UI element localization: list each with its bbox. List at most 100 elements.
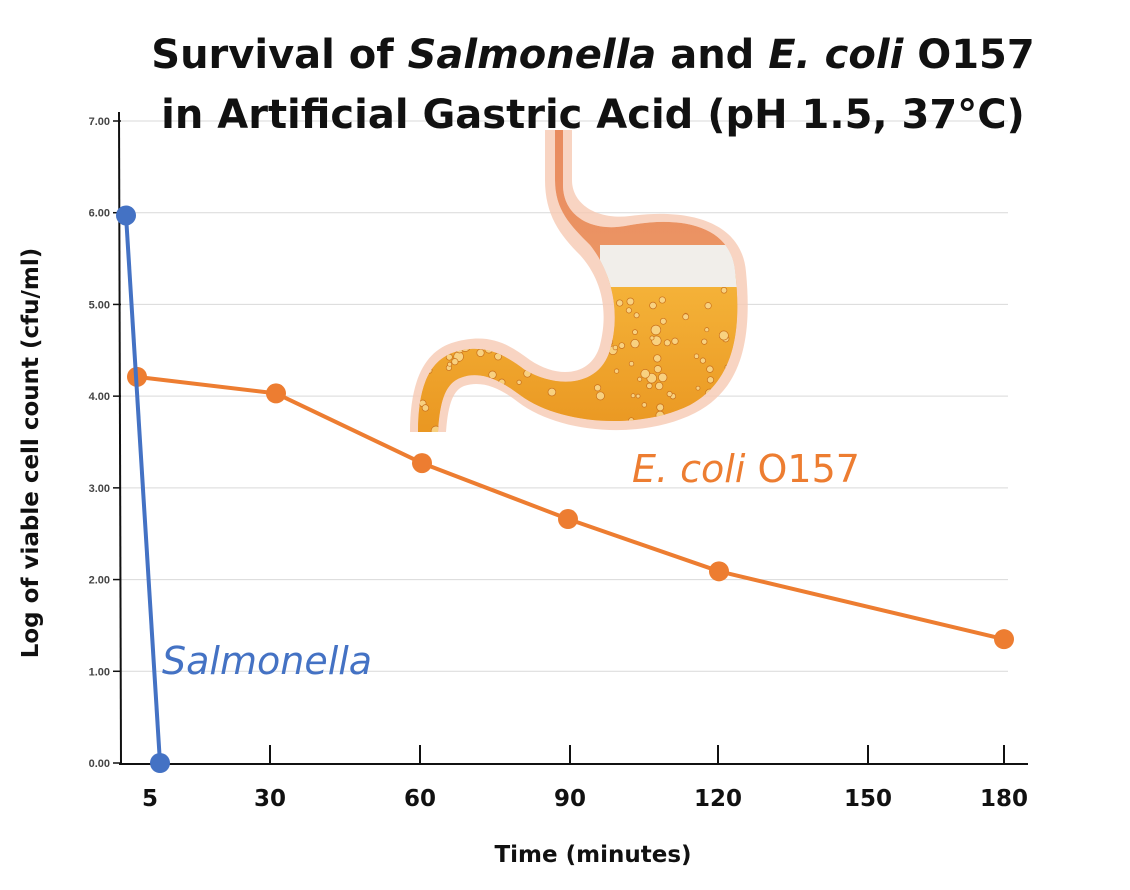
acid-bubble xyxy=(548,360,558,370)
acid-bubble xyxy=(444,332,452,340)
acid-bubble xyxy=(561,301,567,306)
acid-bubble xyxy=(572,296,580,304)
title-part-0: Survival of xyxy=(151,32,407,78)
acid-bubble xyxy=(434,324,443,333)
foam-layer xyxy=(600,245,738,287)
acid-bubble xyxy=(564,309,572,318)
acid-bubble xyxy=(586,334,592,340)
acid-bubble xyxy=(595,391,605,401)
acid-bubble xyxy=(566,352,574,360)
y-tick-label: 4.00 xyxy=(89,391,110,403)
data-point-e-coli-o157 xyxy=(412,453,432,474)
acid-bubble xyxy=(494,312,501,318)
acid-bubble xyxy=(630,339,640,349)
y-tick-label: 3.00 xyxy=(89,483,110,495)
acid-bubble xyxy=(513,290,522,299)
acid-bubble xyxy=(565,304,575,314)
acid-bubble xyxy=(424,335,432,342)
y-tick-label: 7.00 xyxy=(89,116,110,128)
acid-bubble xyxy=(453,336,459,342)
acid-bubble xyxy=(700,428,708,432)
acid-bubble xyxy=(649,335,655,341)
acid-bubble xyxy=(492,398,499,405)
acid-bubble xyxy=(454,420,463,430)
acid-bubble xyxy=(706,365,714,373)
acid-bubble xyxy=(495,304,502,312)
acid-bubble xyxy=(540,313,549,322)
acid-bubble xyxy=(573,320,582,329)
acid-bubble xyxy=(726,420,733,428)
acid-bubble xyxy=(546,328,557,338)
acid-bubble xyxy=(526,431,536,432)
acid-bubble xyxy=(655,381,664,391)
y-tick-label: 5.00 xyxy=(89,299,110,311)
acid-bubble xyxy=(630,393,636,399)
acid-bubble xyxy=(658,296,666,304)
acid-bubble xyxy=(458,287,468,297)
acid-bubble xyxy=(515,408,527,420)
series-line-e-coli-o157 xyxy=(136,374,1005,642)
acid-bubble xyxy=(632,329,638,335)
acid-bubble xyxy=(525,320,535,330)
acid-bubble xyxy=(494,331,506,342)
title-part-3: E. coli xyxy=(768,32,904,78)
acid-bubble xyxy=(488,329,499,340)
acid-bubble xyxy=(564,323,574,333)
acid-bubble xyxy=(667,423,676,432)
data-point-salmonella xyxy=(150,753,170,773)
y-tick-label: 2.00 xyxy=(89,575,110,587)
acid-bubble xyxy=(549,420,558,429)
y-tick-label: 6.00 xyxy=(89,208,110,220)
acid-bubble xyxy=(704,302,712,310)
y-tick-labels: 0.00 1.00 2.00 3.00 4.00 5.00 6.00 7.00 xyxy=(89,116,121,770)
acid-bubble xyxy=(555,298,567,309)
x-tick-label: 180 xyxy=(980,786,1028,812)
acid-bubble xyxy=(699,357,706,364)
acid-bubble xyxy=(494,294,502,302)
acid-bubble xyxy=(556,342,565,351)
data-point-e-coli-o157 xyxy=(266,383,286,404)
acid-bubble xyxy=(447,361,453,367)
acid-bubble xyxy=(476,348,485,357)
x-tick-label: 150 xyxy=(844,786,892,812)
y-tick-label: 0.00 xyxy=(89,758,110,770)
acid-bubble xyxy=(723,404,735,415)
acid-bubble xyxy=(731,380,738,391)
acid-bubble xyxy=(575,349,582,356)
acid-bubble xyxy=(650,324,662,336)
x-ticks: 5 30 60 90 120 150 180 xyxy=(142,745,1028,812)
acid-bubble xyxy=(618,342,626,349)
acid-bubble xyxy=(491,397,498,405)
acid-bubble xyxy=(561,430,572,432)
acid-bubble xyxy=(640,369,650,379)
acid-bubble xyxy=(641,402,647,408)
series-label-salmonella: Salmonella xyxy=(162,639,372,683)
x-tick-label: 30 xyxy=(254,786,286,812)
acid-bubble xyxy=(443,310,452,319)
acid-bubble xyxy=(682,313,690,321)
acid-bubble xyxy=(653,354,662,363)
acid-bubble xyxy=(666,391,673,397)
acid-bubble xyxy=(469,327,478,336)
acid-bubble xyxy=(671,337,679,345)
acid-bubble xyxy=(466,423,476,432)
acid-bubble xyxy=(614,368,620,374)
acid-bubble xyxy=(562,362,573,373)
title-part-1: Salmonella xyxy=(408,32,657,78)
x-tick-label: 90 xyxy=(554,786,586,812)
acid-bubble xyxy=(421,404,430,412)
acid-bubble xyxy=(451,358,459,366)
acid-bubble xyxy=(461,312,467,318)
data-point-salmonella xyxy=(116,205,136,226)
acid-bubble xyxy=(507,286,515,294)
acid-bubble xyxy=(573,350,584,361)
acid-bubble xyxy=(462,308,470,316)
acid-bubble xyxy=(695,385,701,391)
title-part-2: and xyxy=(656,32,768,78)
acid-bubble xyxy=(663,339,671,347)
acid-bubble xyxy=(718,330,729,341)
y-axis-label: Log of viable cell count (cfu/ml) xyxy=(18,248,44,659)
acid-bubble xyxy=(561,352,568,360)
acid-bubble xyxy=(547,332,557,342)
acid-bubble xyxy=(418,359,424,367)
